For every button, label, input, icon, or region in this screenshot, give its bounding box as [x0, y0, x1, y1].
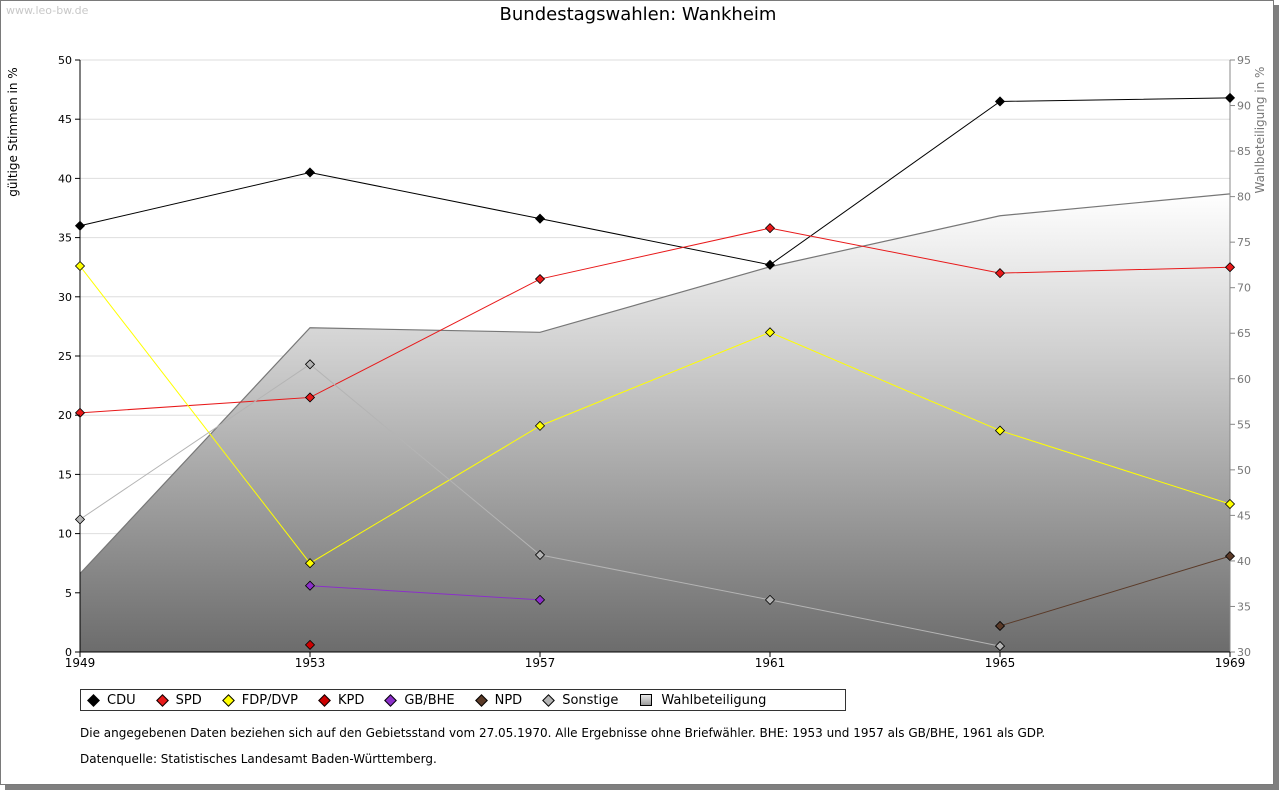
legend-swatch: [155, 693, 169, 707]
legend-label: CDU: [107, 692, 136, 708]
footnote-area-note: Die angegebenen Daten beziehen sich auf …: [80, 726, 1046, 740]
point-spd: [304, 392, 316, 403]
legend-label: Wahlbeteiligung: [661, 692, 767, 708]
legend-item-kpd: KPD: [318, 692, 365, 708]
y-right-tick-label: 60: [1237, 373, 1251, 386]
y-left-tick-label: 35: [58, 232, 72, 245]
point-spd: [994, 268, 1006, 279]
legend-swatch: [87, 693, 100, 707]
legend-label: NPD: [494, 692, 523, 708]
point-sonstige: [74, 514, 86, 525]
legend-swatch: [318, 693, 331, 707]
y-left-tick-label: 25: [58, 350, 72, 363]
point-cdu: [74, 220, 86, 231]
series-line-gb-bhe: [309, 585, 541, 601]
point-fdp-dvp: [534, 420, 546, 431]
chart-legend: CDU SPD FDP/DVP KPD GB/BHE NPD Sonstige Wahlbet…: [80, 689, 846, 711]
y-right-tick-label: 50: [1237, 464, 1251, 477]
point-fdp-dvp: [1224, 498, 1236, 510]
point-fdp-dvp: [764, 327, 776, 338]
area-wahlbeteiligung-outline: [79, 193, 1231, 575]
y-right-tick-label: 35: [1237, 600, 1251, 613]
x-tick-label: 1965: [985, 656, 1016, 670]
legend-label: GB/BHE: [404, 692, 455, 708]
legend-swatch: [384, 693, 398, 707]
legend-item-spd: SPD: [155, 692, 202, 708]
x-tick-label: 1957: [525, 656, 556, 670]
legend-item-gb-bhe: GB/BHE: [384, 692, 455, 708]
y-right-tick-label: 85: [1237, 145, 1251, 158]
series-line-spd: [79, 227, 1231, 414]
legend-swatch: [640, 694, 653, 706]
point-fdp-dvp: [994, 425, 1006, 436]
legend-item-cdu: CDU: [87, 692, 136, 708]
footnote-source-note: Datenquelle: Statistisches Landesamt Bad…: [80, 752, 437, 766]
y-right-tick-label: 65: [1237, 327, 1251, 340]
legend-label: Sonstige: [562, 692, 619, 708]
y-right-tick-label: 55: [1237, 418, 1251, 431]
y-left-tick-label: 15: [58, 468, 72, 481]
series-line-cdu: [79, 97, 1231, 266]
point-gb-bhe: [304, 580, 316, 591]
y-left-tick-label: 50: [58, 54, 72, 67]
point-sonstige: [304, 359, 316, 370]
y-right-tick-label: 70: [1237, 282, 1251, 295]
x-tick-label: 1949: [65, 656, 96, 670]
y-right-tick-label: 30: [1237, 646, 1251, 659]
point-spd: [534, 273, 546, 285]
y-right-tick-label: 80: [1237, 191, 1251, 204]
series-line-npd: [999, 555, 1231, 627]
y-left-tick-label: 30: [58, 291, 72, 304]
legend-swatch: [474, 693, 488, 707]
point-sonstige: [764, 594, 776, 605]
legend-swatch: [542, 693, 556, 707]
legend-swatch: [221, 693, 235, 707]
y-right-tick-label: 75: [1237, 236, 1251, 249]
point-gb-bhe: [534, 594, 546, 605]
point-npd: [994, 620, 1006, 632]
point-cdu: [1224, 92, 1236, 103]
x-tick-label: 1969: [1215, 656, 1246, 670]
legend-label: KPD: [337, 692, 365, 708]
y-left-tick-label: 45: [58, 113, 72, 126]
chart-title: Bundestagswahlen: Wankheim: [499, 4, 777, 25]
point-fdp-dvp: [304, 558, 316, 569]
point-spd: [1224, 262, 1236, 273]
point-sonstige: [534, 549, 546, 560]
y-left-tick-label: 40: [58, 172, 72, 185]
x-tick-label: 1953: [295, 656, 326, 670]
y-right-tick-label: 95: [1237, 54, 1251, 67]
point-spd: [74, 407, 86, 418]
y-left-tick-label: 0: [65, 646, 72, 659]
legend-label: SPD: [175, 692, 202, 708]
point-spd: [764, 223, 776, 234]
point-cdu: [764, 259, 776, 270]
legend-label: FDP/DVP: [241, 692, 298, 708]
point-kpd: [304, 639, 316, 650]
y-right-tick-label: 45: [1237, 509, 1251, 522]
x-tick-label: 1961: [755, 656, 786, 670]
area-wahlbeteiligung: [80, 193, 1230, 653]
point-cdu: [534, 213, 546, 224]
point-fdp-dvp: [74, 260, 86, 272]
y-right-tick-label: 40: [1237, 555, 1251, 568]
series-line-fdp-dvp: [79, 265, 1231, 564]
legend-item-npd: NPD: [474, 692, 523, 708]
y-left-tick-label: 20: [58, 409, 72, 422]
point-sonstige: [994, 641, 1006, 652]
legend-item-fdp-dvp: FDP/DVP: [221, 692, 298, 708]
legend-item-wahlbeteiligung: Wahlbeteiligung: [640, 693, 766, 708]
y-left-tick-label: 5: [65, 587, 72, 600]
point-cdu: [304, 167, 316, 178]
y-right-tick-label: 90: [1237, 100, 1251, 113]
point-cdu: [994, 96, 1006, 107]
legend-item-sonstige: Sonstige: [542, 692, 619, 708]
watermark: www.leo-bw.de: [6, 4, 89, 17]
y-left-tick-label: 10: [58, 528, 72, 541]
